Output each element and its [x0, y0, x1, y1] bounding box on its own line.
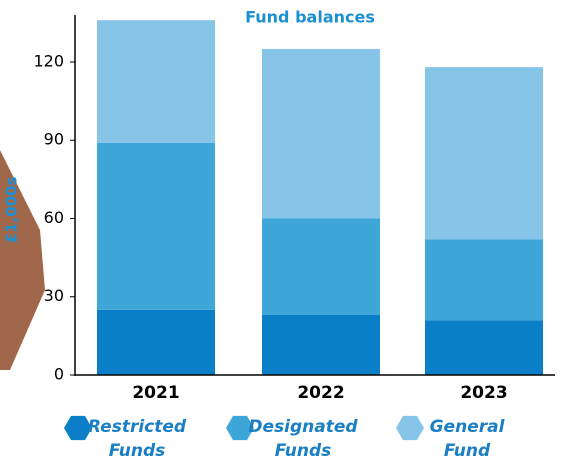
bar-segment [425, 320, 543, 375]
legend-label: Restricted Funds [87, 417, 187, 461]
bar-segment [425, 67, 543, 240]
legend-label: General Fund [429, 417, 505, 461]
legend-swatch [226, 415, 254, 441]
x-tick-label: 2021 [132, 383, 179, 403]
bar-segment [262, 48, 380, 219]
bar-segment [262, 315, 380, 375]
bar-segment [97, 309, 215, 375]
chart-title: Fund balances [245, 8, 375, 27]
bar-segment [97, 20, 215, 143]
y-tick-label: 60 [44, 208, 64, 227]
y-tick-label: 30 [44, 286, 64, 305]
x-tick-label: 2023 [460, 383, 507, 403]
y-tick-label: 120 [33, 51, 64, 70]
legend-label: Designated Funds [248, 417, 358, 461]
y-tick-label: 0 [54, 365, 64, 384]
bar-segment [262, 218, 380, 315]
y-tick-label: 90 [44, 130, 64, 149]
x-tick-label: 2022 [297, 383, 344, 403]
photo-fragment [0, 150, 45, 370]
bar-segment [97, 142, 215, 310]
y-axis-label: £1,000s [3, 177, 21, 244]
legend-swatch [64, 415, 92, 441]
bar-segment [425, 239, 543, 321]
legend-swatch [396, 415, 424, 441]
